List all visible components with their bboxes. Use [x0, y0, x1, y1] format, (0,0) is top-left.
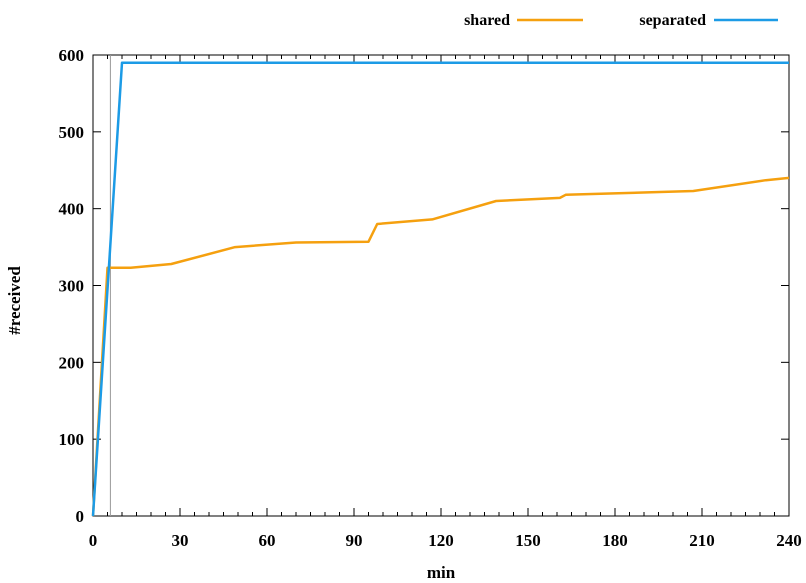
x-tick-label: 240: [776, 531, 802, 550]
x-axis-label: min: [427, 563, 456, 582]
series-layer: [91, 61, 790, 517]
y-tick-label: 0: [76, 507, 85, 526]
legend-label-shared: shared: [464, 12, 510, 29]
x-tick-label: 180: [602, 531, 628, 550]
series-line-separated: [91, 61, 789, 517]
plot-frame: [92, 54, 790, 517]
y-tick-label: 500: [59, 123, 85, 142]
x-tick-label: 60: [259, 531, 276, 550]
x-tick-label: 120: [428, 531, 454, 550]
series-line-shared: [91, 176, 790, 517]
x-axis: 0 30 60 90 120 150 180 210 240: [89, 55, 802, 550]
x-tick-label: 0: [89, 531, 98, 550]
y-tick-label: 600: [59, 46, 85, 65]
y-tick-label: 200: [59, 353, 85, 372]
x-tick-label: 210: [689, 531, 715, 550]
y-axis: 0 100 200 300 400 500 600: [59, 46, 789, 526]
legend-label-separated: separated: [639, 12, 706, 29]
y-tick-label: 400: [59, 200, 85, 219]
y-tick-label: 300: [59, 277, 85, 296]
x-tick-label: 150: [515, 531, 541, 550]
x-tick-label: 30: [172, 531, 189, 550]
x-tick-label: 90: [346, 531, 363, 550]
y-axis-label: #received: [5, 266, 24, 335]
y-tick-label: 100: [59, 430, 85, 449]
legend: shared separated: [464, 12, 778, 29]
